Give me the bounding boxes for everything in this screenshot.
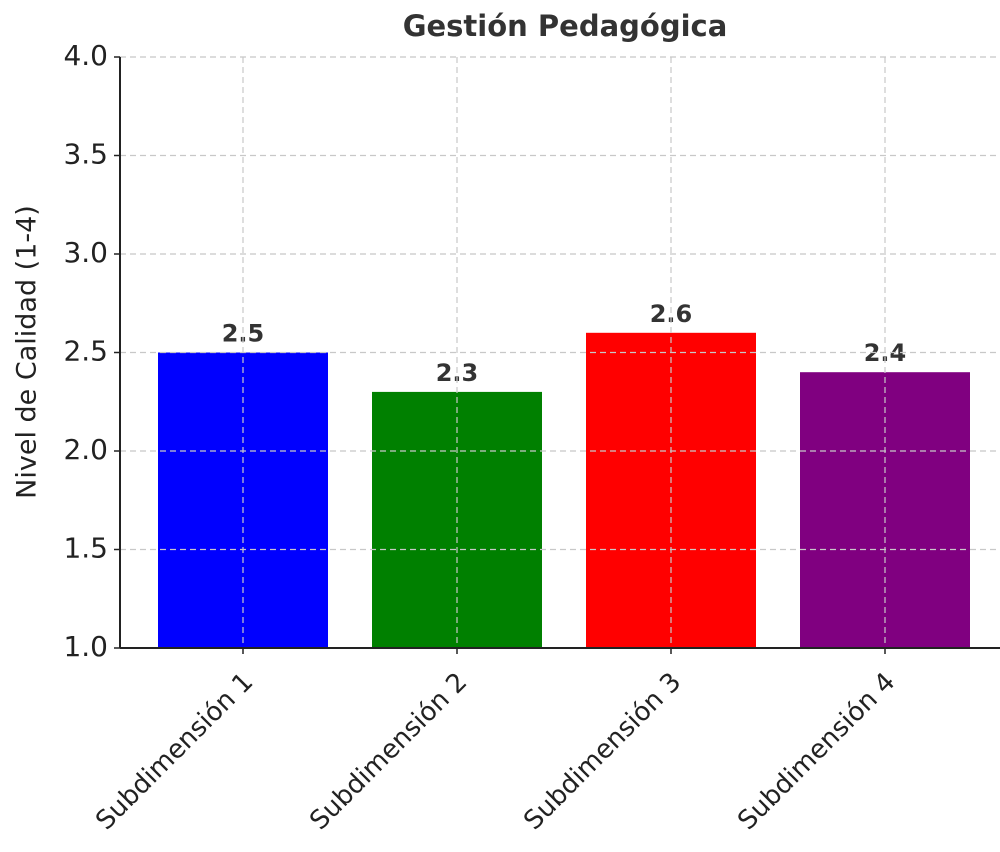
- y-tick-label: 3.5: [63, 138, 108, 171]
- x-tick-label: Subdimensión 4: [732, 667, 901, 836]
- y-tick-label: 2.5: [63, 335, 108, 368]
- y-tick-label: 2.0: [63, 433, 108, 466]
- y-tick-label: 4.0: [63, 39, 108, 72]
- x-tick-label: Subdimensión 1: [90, 667, 259, 836]
- y-tick-label: 1.0: [63, 630, 108, 663]
- x-tick-label: Subdimensión 2: [304, 667, 473, 836]
- y-tick-label: 3.0: [63, 236, 108, 269]
- data-label: 2.6: [650, 300, 693, 328]
- data-label: 2.5: [222, 320, 265, 348]
- y-axis-label: Nivel de Calidad (1-4): [12, 205, 43, 499]
- y-tick-label: 1.5: [63, 532, 108, 565]
- chart-title: Gestión Pedagógica: [403, 9, 728, 43]
- x-tick-label: Subdimensión 3: [518, 667, 687, 836]
